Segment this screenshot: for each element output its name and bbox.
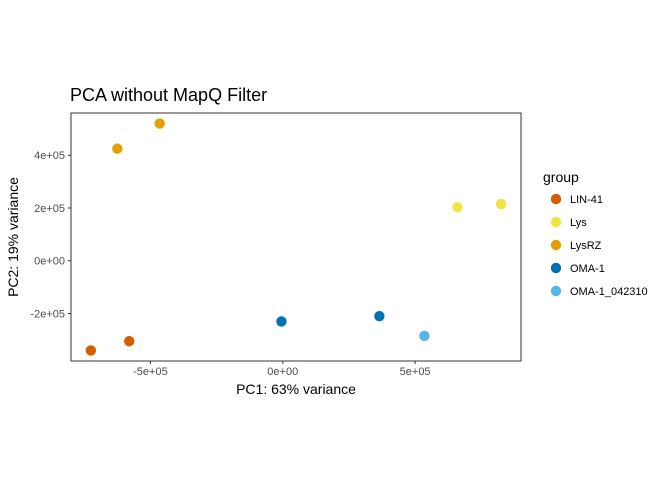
legend-label: LIN-41 <box>570 194 603 206</box>
x-tick-label: -5e+05 <box>133 366 168 378</box>
data-point-lys <box>495 198 507 210</box>
data-point-oma-1-042310 <box>419 330 430 342</box>
legend-title: group <box>543 169 579 185</box>
legend-key-lysrz <box>550 239 562 251</box>
data-point-lysrz <box>154 118 165 129</box>
legend-entries: LIN-41 Lys LysRZ OMA-1 OMA-1_042310 <box>550 193 648 298</box>
legend: group LIN-41 Lys LysRZ OMA-1 OMA-1_042310 <box>543 169 648 298</box>
x-tick-label: 0e+00 <box>267 366 298 378</box>
data-point-lin-41 <box>124 336 135 347</box>
plot-area: -5e+05 0e+00 5e+05 -2e+05 0e+00 2e+05 4e+05 <box>30 112 522 378</box>
y-axis-title: PC2: 19% variance <box>5 177 21 297</box>
data-point-lysrz <box>112 143 123 154</box>
data-point-oma-1 <box>276 316 287 327</box>
legend-key-oma-1 <box>550 262 562 274</box>
x-axis-title: PC1: 63% variance <box>236 381 356 397</box>
x-axis: -5e+05 0e+00 5e+05 <box>133 361 431 378</box>
legend-key-lys <box>550 216 562 228</box>
legend-label: LysRZ <box>570 240 602 252</box>
data-point-lys <box>452 201 463 213</box>
chart-title: PCA without MapQ Filter <box>70 85 267 105</box>
y-axis: -2e+05 0e+00 2e+05 4e+05 <box>30 150 71 321</box>
y-tick-label: -2e+05 <box>30 309 65 321</box>
x-tick-label: 5e+05 <box>400 366 431 378</box>
legend-label: OMA-1_042310 <box>570 286 648 298</box>
data-point-lin-41 <box>85 345 97 356</box>
y-tick-label: 4e+05 <box>34 150 65 162</box>
legend-key-oma-1-042310 <box>550 285 562 297</box>
data-point-oma-1 <box>374 310 385 322</box>
legend-key-lin-41 <box>550 193 562 205</box>
legend-label: OMA-1 <box>570 263 605 275</box>
y-tick-label: 0e+00 <box>34 256 65 268</box>
legend-label: Lys <box>570 217 587 229</box>
data-points <box>85 118 507 356</box>
y-tick-label: 2e+05 <box>34 203 65 215</box>
plot-panel-border <box>70 112 522 362</box>
